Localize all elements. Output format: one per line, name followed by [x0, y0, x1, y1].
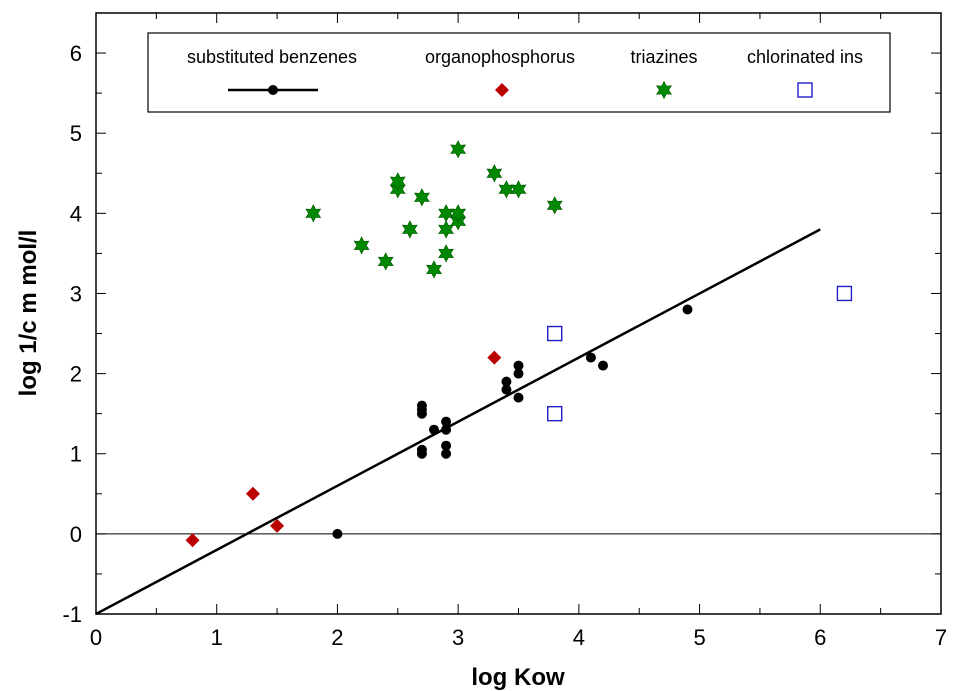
y-tick-label: 0 — [70, 522, 82, 547]
data-point-substituted-benzenes — [332, 528, 343, 539]
legend-label-substituted-benzenes: substituted benzenes — [187, 47, 357, 67]
regression-line — [95, 228, 821, 616]
data-point-substituted-benzenes — [441, 416, 452, 427]
x-tick-label: 6 — [814, 625, 826, 650]
data-point-triazines — [438, 244, 454, 263]
data-point-triazines — [305, 204, 322, 223]
plot-area-frame — [95, 12, 942, 615]
y-tick-label: 2 — [70, 362, 82, 387]
data-point-triazines — [389, 172, 406, 191]
data-point-chlorinated-ins — [547, 325, 563, 342]
data-point-substituted-benzenes — [513, 368, 524, 379]
data-points — [185, 140, 853, 548]
data-point-substituted-benzenes — [441, 424, 452, 435]
data-point-substituted-benzenes — [598, 360, 608, 371]
data-point-substituted-benzenes — [513, 360, 524, 371]
legend-marker-chlorinated-ins — [797, 82, 813, 98]
x-tick-label: 7 — [935, 625, 947, 650]
data-point-substituted-benzenes — [416, 400, 427, 411]
data-point-substituted-benzenes — [441, 440, 452, 451]
data-point-triazines — [426, 260, 442, 279]
x-tick-label: 3 — [452, 625, 464, 650]
y-tick-label: 1 — [70, 442, 82, 467]
data-point-substituted-benzenes — [585, 352, 596, 363]
x-axis-title: log Kow — [471, 664, 565, 691]
y-tick-label: -1 — [62, 602, 82, 627]
legend-label-chlorinated-ins: chlorinated ins — [747, 47, 863, 67]
data-point-triazines — [377, 252, 394, 271]
data-point-substituted-benzenes — [441, 448, 452, 459]
data-point-triazines — [450, 140, 467, 159]
x-tick-label: 1 — [211, 625, 223, 650]
data-point-triazines — [414, 188, 430, 207]
data-point-triazines — [486, 164, 503, 183]
legend-marker-organophosphorus — [495, 83, 509, 97]
y-tick-label: 4 — [70, 201, 82, 226]
data-point-substituted-benzenes — [416, 444, 427, 455]
data-point-triazines — [546, 196, 563, 215]
data-point-organophosphorus — [245, 486, 260, 501]
x-tick-label: 4 — [573, 625, 585, 650]
data-point-organophosphorus — [185, 533, 200, 548]
x-tick-label: 5 — [693, 625, 705, 650]
axis-ticks: 0 1 2 3 4 5 6 7 -1 0 1 2 3 4 5 6 — [62, 12, 947, 650]
data-point-triazines — [401, 220, 418, 239]
legend: substituted benzenes organophosphorus tr… — [147, 32, 891, 113]
x-tick-label: 0 — [90, 625, 102, 650]
data-point-substituted-benzenes — [682, 304, 693, 315]
legend-label-organophosphorus: organophosphorus — [425, 47, 575, 67]
legend-box — [147, 32, 891, 113]
data-point-triazines — [353, 236, 370, 255]
legend-marker-substituted-benzenes — [268, 85, 278, 95]
data-point-chlorinated-ins — [836, 285, 853, 302]
legend-marker-triazines — [656, 80, 672, 100]
x-tick-label: 2 — [331, 625, 343, 650]
data-point-organophosphorus — [270, 518, 285, 533]
y-tick-label: 3 — [70, 281, 82, 306]
y-axis-title: log 1/c m mol/l — [15, 230, 42, 397]
regression-layer — [95, 228, 821, 616]
y-tick-label: 6 — [70, 41, 82, 66]
data-point-substituted-benzenes — [501, 384, 512, 395]
legend-symbols — [228, 80, 813, 100]
data-point-chlorinated-ins — [547, 405, 563, 422]
data-point-triazines — [450, 204, 467, 223]
data-point-triazines — [510, 180, 527, 199]
y-tick-label: 5 — [70, 121, 82, 146]
legend-label-triazines: triazines — [630, 47, 697, 67]
data-point-substituted-benzenes — [501, 376, 512, 387]
data-point-substituted-benzenes — [513, 392, 524, 403]
data-point-organophosphorus — [487, 350, 502, 365]
data-point-substituted-benzenes — [429, 424, 439, 435]
